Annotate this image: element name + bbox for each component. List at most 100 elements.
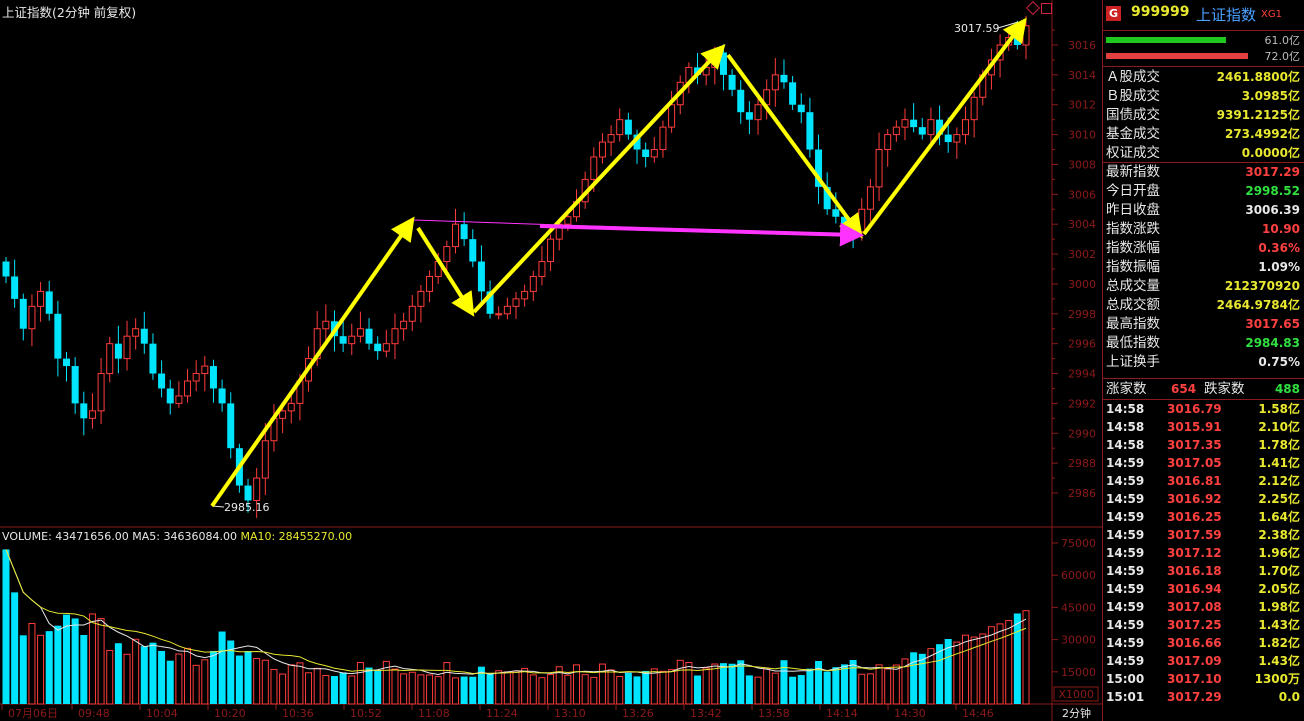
candle-body: [823, 186, 831, 210]
low-label: 2985.16: [224, 501, 270, 514]
tick-row[interactable]: 14:59 3016.18 1.70亿: [1103, 562, 1304, 580]
candle-body: [668, 104, 676, 128]
volume-bar: [815, 660, 823, 704]
volume-bar: [201, 659, 209, 705]
tick-row[interactable]: 14:59 3017.12 1.96亿: [1103, 544, 1304, 562]
volume-bar: [789, 676, 797, 704]
tick-row[interactable]: 14:59 3017.25 1.43亿: [1103, 616, 1304, 634]
tick-row[interactable]: 15:00 3017.10 1300万: [1103, 670, 1304, 688]
candle-body: [37, 290, 45, 307]
g-badge[interactable]: G: [1106, 6, 1121, 21]
divider: [1103, 399, 1304, 400]
tick-amount: 1.98亿: [1258, 600, 1300, 614]
candle-body: [244, 485, 252, 501]
candle-body: [953, 134, 961, 143]
volume-bar: [114, 643, 122, 704]
tick-time: 14:59: [1106, 582, 1145, 596]
tick-row[interactable]: 15:01 3017.29 0.0: [1103, 688, 1304, 706]
stat-value: 0.75%: [1258, 355, 1300, 369]
tick-price: 3017.09: [1167, 654, 1222, 668]
tick-amount: 1.82亿: [1258, 636, 1300, 650]
price-axis-label: 3014: [1068, 69, 1096, 82]
tick-row[interactable]: 14:59 3016.92 2.25亿: [1103, 490, 1304, 508]
stat-value: 2464.9784亿: [1216, 298, 1300, 312]
tick-row[interactable]: 14:59 3016.66 1.82亿: [1103, 634, 1304, 652]
outflow-value: 72.0亿: [1264, 50, 1301, 63]
tick-row[interactable]: 14:58 3016.79 1.58亿: [1103, 400, 1304, 418]
candle-body: [192, 373, 200, 382]
candle-body: [858, 208, 866, 233]
ma5-value: MA5: 34636084.00: [132, 530, 237, 543]
volume-bar: [28, 622, 36, 705]
volume-bar: [685, 661, 693, 705]
price-axis-label: 3004: [1068, 218, 1096, 231]
candle-body: [348, 335, 356, 345]
volume-bar: [866, 673, 874, 705]
candle-body: [261, 440, 269, 479]
tick-time: 15:00: [1106, 672, 1145, 686]
volume-bar: [538, 677, 546, 705]
tick-row[interactable]: 14:59 3017.09 1.43亿: [1103, 652, 1304, 670]
candle-body: [391, 328, 399, 345]
panel-separator: [1102, 0, 1103, 721]
stat-row: 今日开盘 2998.52: [1103, 182, 1304, 201]
trend-arrow: [416, 226, 475, 317]
tick-price: 3016.92: [1167, 492, 1222, 506]
stat-row: 国债成交 9391.2125亿: [1103, 106, 1304, 125]
volume-bar: [261, 659, 269, 705]
volume-bar: [313, 667, 321, 705]
candle-body: [322, 320, 330, 330]
trend-arrow: [726, 53, 863, 239]
candle-body: [201, 365, 209, 375]
volume-bar: [961, 634, 969, 705]
volume-bar: [918, 653, 926, 704]
tick-price: 3016.81: [1167, 474, 1222, 488]
volume-bar: [184, 647, 192, 705]
candle-body: [875, 149, 883, 188]
candlestick-chart[interactable]: 3016 3014 3012 3010 3008 3006 3004 3002 3000 2998…: [0, 0, 1102, 721]
candle-body: [495, 313, 503, 316]
candle-body: [45, 291, 53, 314]
volume-bar: [590, 676, 598, 705]
chart-panel[interactable]: 3016 3014 3012 3010 3008 3006 3004 3002 3000 2998…: [0, 0, 1102, 721]
time-axis-label: 07月06日: [8, 707, 58, 720]
time-axis-label: 10:20: [214, 707, 246, 720]
volume-bar: [910, 652, 918, 704]
volume-bar: [63, 614, 71, 704]
volume-bar: [322, 674, 330, 705]
tick-row[interactable]: 14:59 3016.25 1.64亿: [1103, 508, 1304, 526]
candle-body: [443, 246, 451, 263]
volume-bar: [80, 634, 88, 704]
candle-body: [114, 343, 122, 359]
tick-price: 3017.05: [1167, 456, 1222, 470]
tick-row[interactable]: 14:59 3017.08 1.98亿: [1103, 598, 1304, 616]
tick-price: 3016.25: [1167, 510, 1222, 524]
tick-row[interactable]: 14:59 3017.59 2.38亿: [1103, 526, 1304, 544]
price-axis-label: 2992: [1068, 397, 1096, 410]
tick-row[interactable]: 14:59 3016.81 2.12亿: [1103, 472, 1304, 490]
volume-bar: [944, 638, 952, 704]
candle-body: [503, 305, 511, 315]
stat-row: 指数涨幅 0.36%: [1103, 239, 1304, 258]
stat-row: 最新指数 3017.29: [1103, 163, 1304, 182]
tick-time: 14:59: [1106, 654, 1145, 668]
stat-label: 最新指数: [1106, 164, 1160, 180]
volume-bar: [624, 672, 632, 704]
volume-bar: [676, 659, 684, 705]
tick-row[interactable]: 14:58 3015.91 2.10亿: [1103, 418, 1304, 436]
tick-row[interactable]: 14:59 3016.94 2.05亿: [1103, 580, 1304, 598]
toggle-icon[interactable]: [1041, 3, 1052, 14]
candle-body: [892, 126, 900, 136]
candle-body: [789, 82, 797, 105]
high-pointer: [997, 21, 1019, 29]
candle-body: [417, 290, 425, 307]
tick-price: 3017.08: [1167, 600, 1222, 614]
tick-row[interactable]: 14:58 3017.35 1.78亿: [1103, 436, 1304, 454]
candle-body: [88, 410, 96, 419]
volume-bar: [253, 657, 261, 705]
candle-body: [961, 119, 969, 136]
tick-row[interactable]: 14:59 3017.05 1.41亿: [1103, 454, 1304, 472]
volume-bar: [244, 651, 252, 704]
time-axis-label: 10:04: [146, 707, 178, 720]
tick-amount: 1.43亿: [1258, 618, 1300, 632]
